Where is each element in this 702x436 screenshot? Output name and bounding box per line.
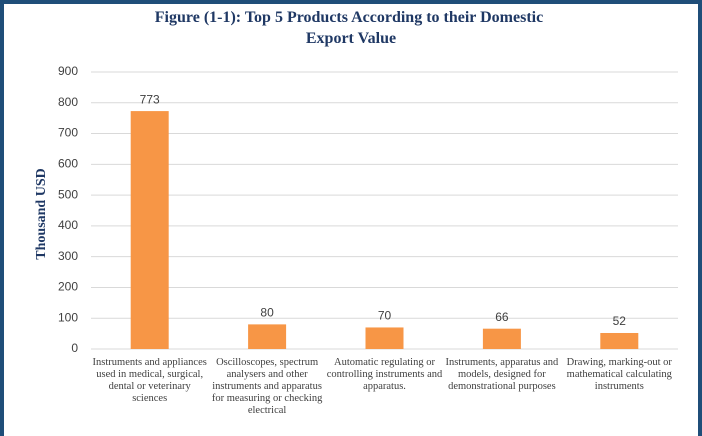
x-tick-label: Instruments, apparatus and models, desig… (445, 357, 559, 392)
value-label: 70 (378, 309, 392, 323)
bar (600, 332, 639, 349)
y-tick-label: 400 (58, 218, 78, 232)
y-tick-label: 600 (58, 157, 78, 171)
x-tick-label: Instruments and appliances used in medic… (92, 357, 207, 404)
x-tick-label: Oscilloscopes, spectrum analysers and ot… (211, 357, 323, 416)
value-label: 66 (495, 310, 509, 324)
y-tick-label: 800 (58, 95, 78, 109)
value-label: 773 (140, 92, 160, 106)
chart: Figure (1-1): Top 5 Products According t… (34, 9, 678, 355)
y-tick-label: 700 (58, 126, 78, 140)
y-tick-label: 900 (58, 64, 78, 78)
bar (482, 328, 521, 349)
y-axis-label: Thousand USD (34, 168, 49, 259)
y-tick-label: 100 (58, 310, 78, 324)
bar (248, 324, 287, 349)
y-tick-label: 500 (58, 187, 78, 201)
y-tick-label: 0 (71, 341, 78, 355)
bar (130, 111, 169, 350)
x-tick-label: Drawing, marking-out or mathematical cal… (566, 357, 672, 392)
y-tick-label: 300 (58, 249, 78, 263)
chart-title: Figure (1-1): Top 5 Products According t… (155, 9, 547, 47)
y-tick-label: 200 (58, 280, 78, 294)
value-label: 52 (613, 314, 627, 328)
value-label: 80 (260, 306, 274, 320)
x-tick-label: Automatic regulating or controlling inst… (326, 357, 443, 392)
bar (365, 327, 404, 349)
